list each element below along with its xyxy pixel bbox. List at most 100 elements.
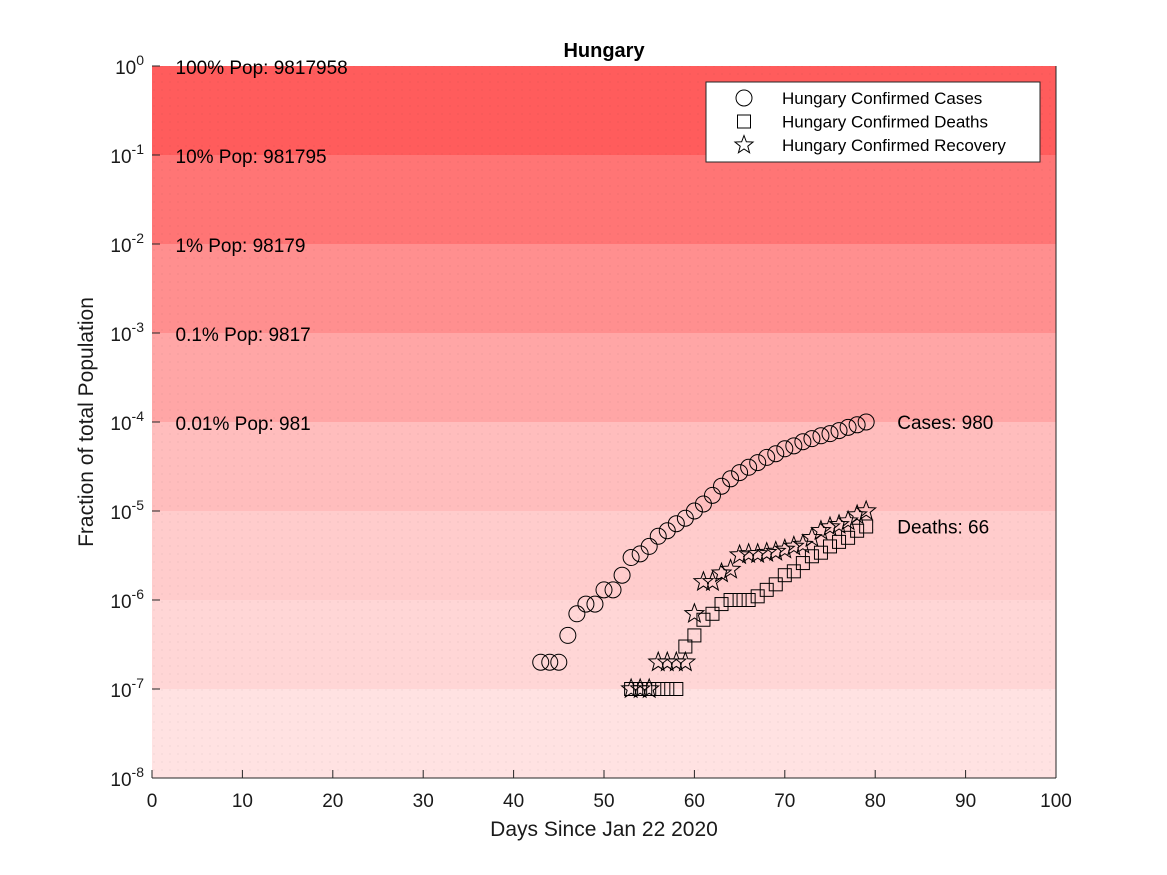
legend-circle-icon — [735, 89, 753, 107]
cases-point — [667, 515, 685, 533]
deaths-point — [660, 682, 675, 696]
recovery-point — [764, 540, 787, 561]
cases-point — [785, 437, 803, 455]
recovery-point — [782, 534, 805, 556]
cases-point — [595, 581, 613, 599]
cases-point — [812, 427, 830, 445]
y-tick-label: 100 — [115, 52, 144, 79]
cases-point — [821, 425, 839, 443]
deaths-point — [832, 534, 847, 549]
deaths-point — [651, 682, 666, 696]
end-annotation: Deaths: 66 — [897, 517, 989, 538]
recovery-point — [792, 533, 814, 554]
deaths-point — [687, 628, 702, 643]
recovery-point — [855, 499, 878, 521]
cases-point — [703, 486, 721, 504]
recovery-point — [620, 677, 642, 699]
cases-point — [830, 422, 848, 440]
deaths-point — [804, 549, 819, 564]
legend-entry-label: Hungary Confirmed Recovery — [782, 136, 1006, 155]
deaths-point — [823, 539, 837, 554]
legend-square-icon — [737, 114, 751, 129]
population-band-label: 1% Pop: 98179 — [176, 236, 306, 257]
cases-point — [613, 566, 631, 584]
cases-point — [731, 464, 749, 482]
cases-point — [550, 653, 568, 671]
deaths-point — [633, 682, 648, 696]
y-tick-label: 10-4 — [110, 408, 144, 435]
cases-point — [713, 477, 731, 495]
population-band-label: 100% Pop: 9817958 — [176, 58, 348, 79]
cases-point — [649, 527, 667, 545]
cases-point — [586, 595, 604, 613]
deaths-point — [777, 568, 792, 583]
y-tick-label: 10-6 — [110, 586, 144, 613]
x-axis-label: Days Since Jan 22 2020 — [490, 818, 718, 841]
population-band-label: 10% Pop: 981795 — [176, 147, 327, 168]
y-tick-label: 10-7 — [110, 675, 144, 702]
legend-box — [705, 81, 1041, 163]
end-annotations: Cases: 980 Deaths: 66 — [897, 413, 993, 538]
deaths-point — [714, 597, 729, 612]
recovery-point — [638, 677, 661, 699]
legend: Hungary Confirmed Cases Hungary Confirmed… — [705, 81, 1041, 163]
y-tick-label: 10-1 — [110, 141, 144, 168]
deaths-point — [732, 593, 747, 607]
population-band-labels: 100% Pop: 9817958 10% Pop: 981795 1% Pop: … — [176, 58, 348, 435]
cases-point — [604, 581, 622, 599]
recovery-point — [692, 570, 715, 592]
cases-point — [532, 653, 550, 671]
recovery-point — [728, 543, 751, 565]
legend-entry-label: Hungary Confirmed Deaths — [782, 113, 988, 132]
chart-title: Hungary — [563, 40, 645, 62]
cases-point — [694, 495, 712, 513]
deaths-point — [741, 593, 756, 607]
recovery-point — [683, 602, 706, 624]
cases-point — [568, 605, 586, 623]
cases-point — [803, 430, 821, 448]
deaths-point — [759, 582, 774, 597]
recovery-point — [837, 509, 859, 531]
grid-dot-texture — [152, 66, 1056, 778]
x-tick-label: 100 — [1040, 791, 1072, 812]
x-tick-label: 70 — [774, 791, 795, 812]
cases-point — [857, 413, 875, 431]
data-markers — [532, 413, 878, 699]
cases-point — [577, 595, 595, 613]
y-tick-label: 10-8 — [110, 764, 144, 791]
deaths-point — [859, 519, 874, 534]
deaths-point — [669, 682, 684, 696]
cases-point — [767, 445, 785, 463]
recovery-point — [656, 650, 679, 672]
recovery-point — [819, 515, 841, 537]
recovery-point — [846, 503, 868, 525]
cases-point — [740, 458, 758, 476]
y-axis-label: Fraction of total Population — [75, 297, 98, 547]
cases-point — [685, 502, 703, 520]
deaths-point — [768, 577, 783, 592]
y-tick-label: 10-3 — [110, 319, 144, 346]
legend-entry-label: Hungary Confirmed Cases — [782, 89, 982, 108]
recovery-point — [674, 650, 697, 672]
deaths-point — [841, 530, 856, 545]
population-band-label: 0.1% Pop: 9817 — [176, 325, 311, 346]
cases-point — [749, 454, 767, 472]
cases-point — [722, 470, 740, 488]
x-tick-label: 40 — [503, 791, 524, 812]
recovery-point — [828, 513, 850, 535]
recovery-point — [629, 677, 652, 699]
y-tick-label: 10-5 — [110, 497, 144, 524]
recovery-point — [719, 558, 742, 579]
cases-point — [676, 509, 694, 527]
cases-point — [640, 537, 658, 555]
cases-point — [839, 418, 857, 436]
x-tick-label: 30 — [413, 791, 434, 812]
cases-point — [622, 549, 640, 567]
cases-point — [658, 522, 676, 540]
y-tick-label: 10-2 — [110, 230, 144, 257]
recovery-point — [801, 526, 823, 548]
deaths-point — [786, 564, 801, 579]
recovery-point — [710, 561, 733, 583]
x-tick-label: 50 — [593, 791, 614, 812]
